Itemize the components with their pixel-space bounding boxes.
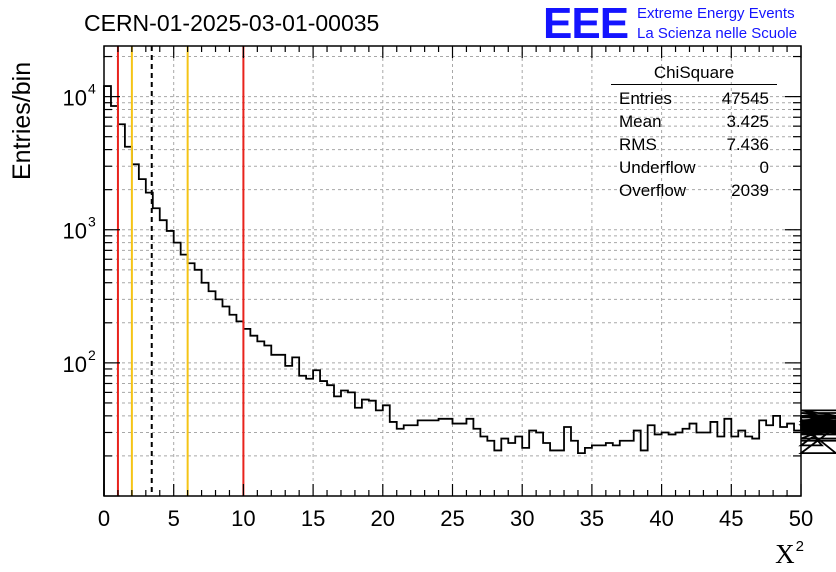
- y-tick-label: 10: [63, 86, 87, 111]
- x-tick-label: 5: [168, 506, 180, 531]
- grid-lines: [104, 46, 801, 496]
- stats-box: ChiSquare Entries 47545 Mean 3.425 RMS 7.43…: [611, 63, 777, 202]
- logo-tagline-1: Extreme Energy Events: [637, 5, 795, 22]
- stats-row-entries: Entries 47545: [619, 89, 769, 108]
- x-tick-label: 35: [580, 506, 604, 531]
- x-tick-label: 10: [231, 506, 255, 531]
- y-tick-label-exponent: 2: [88, 347, 96, 363]
- y-tick-label-exponent: 4: [88, 81, 96, 97]
- stats-row-underflow: Underflow 0: [619, 158, 769, 177]
- stats-row-mean: Mean 3.425: [619, 112, 769, 131]
- x-tick-label: 25: [440, 506, 464, 531]
- x-tick-label: 0: [98, 506, 110, 531]
- eee-logo: EEE: [543, 0, 629, 48]
- logo-tagline-2: La Scienza nelle Scuole: [637, 25, 798, 42]
- x-axis-ticks: 0 5 10 15 20 25 30 35 40 45 50: [98, 46, 813, 531]
- x-axis-label: X2: [775, 538, 804, 569]
- histogram-series: [103, 85, 836, 496]
- stats-row-overflow: Overflow 2039: [619, 181, 769, 200]
- x-tick-label: 15: [301, 506, 325, 531]
- y-tick-label: 10: [63, 219, 87, 244]
- stats-title: ChiSquare: [611, 63, 777, 85]
- stats-row-rms: RMS 7.436: [619, 135, 769, 154]
- y-tick-label-exponent: 3: [88, 214, 96, 230]
- x-tick-label: 45: [719, 506, 743, 531]
- x-tick-label: 20: [371, 506, 395, 531]
- run-title: CERN-01-2025-03-01-00035: [84, 10, 380, 36]
- x-tick-label: 30: [510, 506, 534, 531]
- x-tick-label: 40: [649, 506, 673, 531]
- y-tick-label: 10: [63, 352, 87, 377]
- x-tick-label: 50: [789, 506, 813, 531]
